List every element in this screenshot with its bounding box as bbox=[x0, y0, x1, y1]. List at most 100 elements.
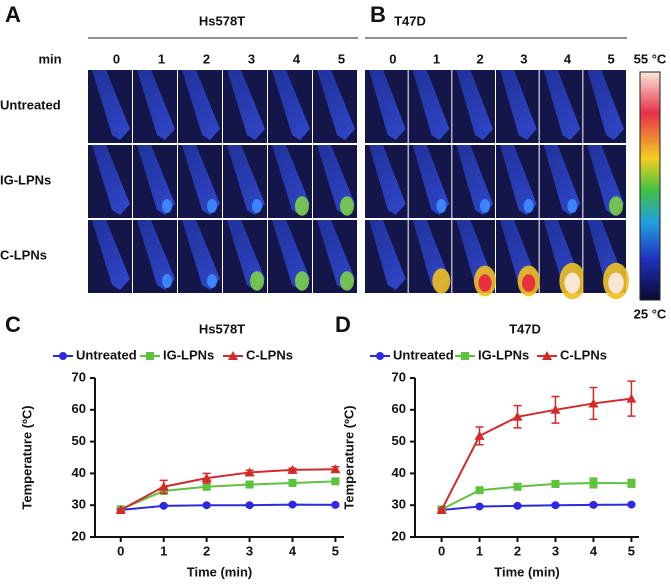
data-point bbox=[551, 501, 560, 510]
tube bbox=[500, 145, 537, 215]
data-point bbox=[245, 501, 254, 510]
column-label: 3 bbox=[248, 51, 255, 66]
data-point bbox=[158, 481, 169, 491]
data-point bbox=[288, 500, 297, 509]
data-point bbox=[512, 411, 523, 421]
tube bbox=[92, 145, 130, 215]
series-line bbox=[120, 480, 336, 511]
hot-spot bbox=[295, 271, 309, 291]
tube bbox=[137, 220, 175, 290]
tube bbox=[272, 70, 310, 140]
data-point bbox=[589, 500, 598, 509]
x-tick-label: 0 bbox=[438, 543, 445, 558]
y-tick-label: 50 bbox=[392, 433, 406, 448]
data-point bbox=[159, 501, 168, 510]
tube bbox=[587, 70, 624, 140]
data-point bbox=[475, 502, 484, 511]
hot-spot bbox=[567, 199, 578, 213]
tube bbox=[543, 145, 581, 215]
hot-spot bbox=[340, 271, 354, 291]
legend-marker bbox=[59, 352, 67, 360]
legend-marker bbox=[542, 351, 552, 360]
axis-label: min bbox=[38, 51, 61, 66]
column-label: 5 bbox=[608, 51, 615, 66]
tube bbox=[137, 145, 175, 215]
column-label: 1 bbox=[433, 51, 440, 66]
series-line bbox=[120, 468, 336, 511]
y-tick-label: 70 bbox=[72, 369, 86, 384]
hot-spot bbox=[480, 199, 490, 213]
colorbar-min: 25 °C bbox=[634, 306, 667, 321]
y-tick-label: 50 bbox=[72, 433, 86, 448]
hot-spot bbox=[207, 274, 217, 288]
x-tick-label: 3 bbox=[246, 543, 253, 558]
data-point bbox=[244, 467, 255, 477]
data-point bbox=[331, 500, 340, 509]
panel-letter: D bbox=[335, 312, 351, 337]
data-point bbox=[626, 393, 637, 403]
hot-spot bbox=[162, 274, 172, 288]
x-tick-label: 4 bbox=[590, 543, 598, 558]
data-point bbox=[245, 480, 254, 489]
data-point bbox=[588, 398, 599, 408]
tube bbox=[137, 70, 175, 140]
tube bbox=[543, 70, 581, 140]
x-tick-label: 3 bbox=[552, 543, 559, 558]
hot-spot bbox=[523, 199, 534, 213]
hot-spot bbox=[436, 199, 447, 213]
colorbar bbox=[639, 71, 661, 301]
data-point bbox=[287, 464, 298, 474]
hot-spot bbox=[162, 199, 172, 213]
tube bbox=[182, 145, 220, 215]
tube bbox=[182, 70, 220, 140]
column-label: 0 bbox=[389, 51, 396, 66]
legend-label: C-LPNs bbox=[246, 347, 293, 362]
legend-label: IG-LPNs bbox=[478, 347, 529, 362]
column-label: 2 bbox=[203, 51, 210, 66]
tube bbox=[412, 70, 450, 140]
y-tick-label: 60 bbox=[72, 401, 86, 416]
x-tick-label: 2 bbox=[514, 543, 521, 558]
series-line bbox=[440, 397, 632, 511]
series-line bbox=[441, 503, 632, 511]
data-point bbox=[513, 482, 522, 491]
y-axis-title: Temperature (ºC) bbox=[19, 405, 34, 509]
column-label: 4 bbox=[293, 51, 301, 66]
hot-spot bbox=[432, 268, 451, 294]
tube bbox=[412, 145, 450, 215]
tube bbox=[317, 70, 355, 140]
y-tick-label: 30 bbox=[392, 497, 406, 512]
x-tick-label: 4 bbox=[289, 543, 297, 558]
x-tick-label: 1 bbox=[476, 543, 483, 558]
data-point bbox=[627, 500, 636, 509]
y-tick-label: 70 bbox=[392, 369, 406, 384]
legend-label: IG-LPNs bbox=[163, 347, 214, 362]
hot-spot bbox=[340, 196, 354, 216]
data-point bbox=[474, 430, 485, 440]
x-axis-title: Time (min) bbox=[494, 564, 560, 579]
legend-marker bbox=[146, 352, 154, 360]
x-tick-label: 5 bbox=[332, 543, 339, 558]
legend-marker bbox=[228, 351, 238, 360]
hot-spot bbox=[250, 271, 264, 291]
tube bbox=[369, 70, 406, 140]
row-label: Untreated bbox=[0, 97, 61, 112]
panel-title: Hs578T bbox=[199, 13, 245, 28]
legend-label: C-LPNs bbox=[560, 347, 607, 362]
column-label: 0 bbox=[113, 51, 120, 66]
hot-spot bbox=[252, 199, 262, 213]
hot-core bbox=[522, 274, 536, 292]
row-label: C-LPNs bbox=[0, 247, 47, 262]
tube bbox=[500, 70, 537, 140]
y-axis-title: Temperature (ºC) bbox=[341, 405, 356, 509]
chart-title: Hs578T bbox=[199, 321, 245, 336]
data-point bbox=[288, 478, 297, 487]
legend-marker bbox=[376, 352, 384, 360]
y-tick-label: 40 bbox=[392, 465, 406, 480]
x-tick-label: 2 bbox=[203, 543, 210, 558]
tube bbox=[369, 220, 406, 290]
y-tick-label: 30 bbox=[72, 497, 86, 512]
column-label: 2 bbox=[477, 51, 484, 66]
